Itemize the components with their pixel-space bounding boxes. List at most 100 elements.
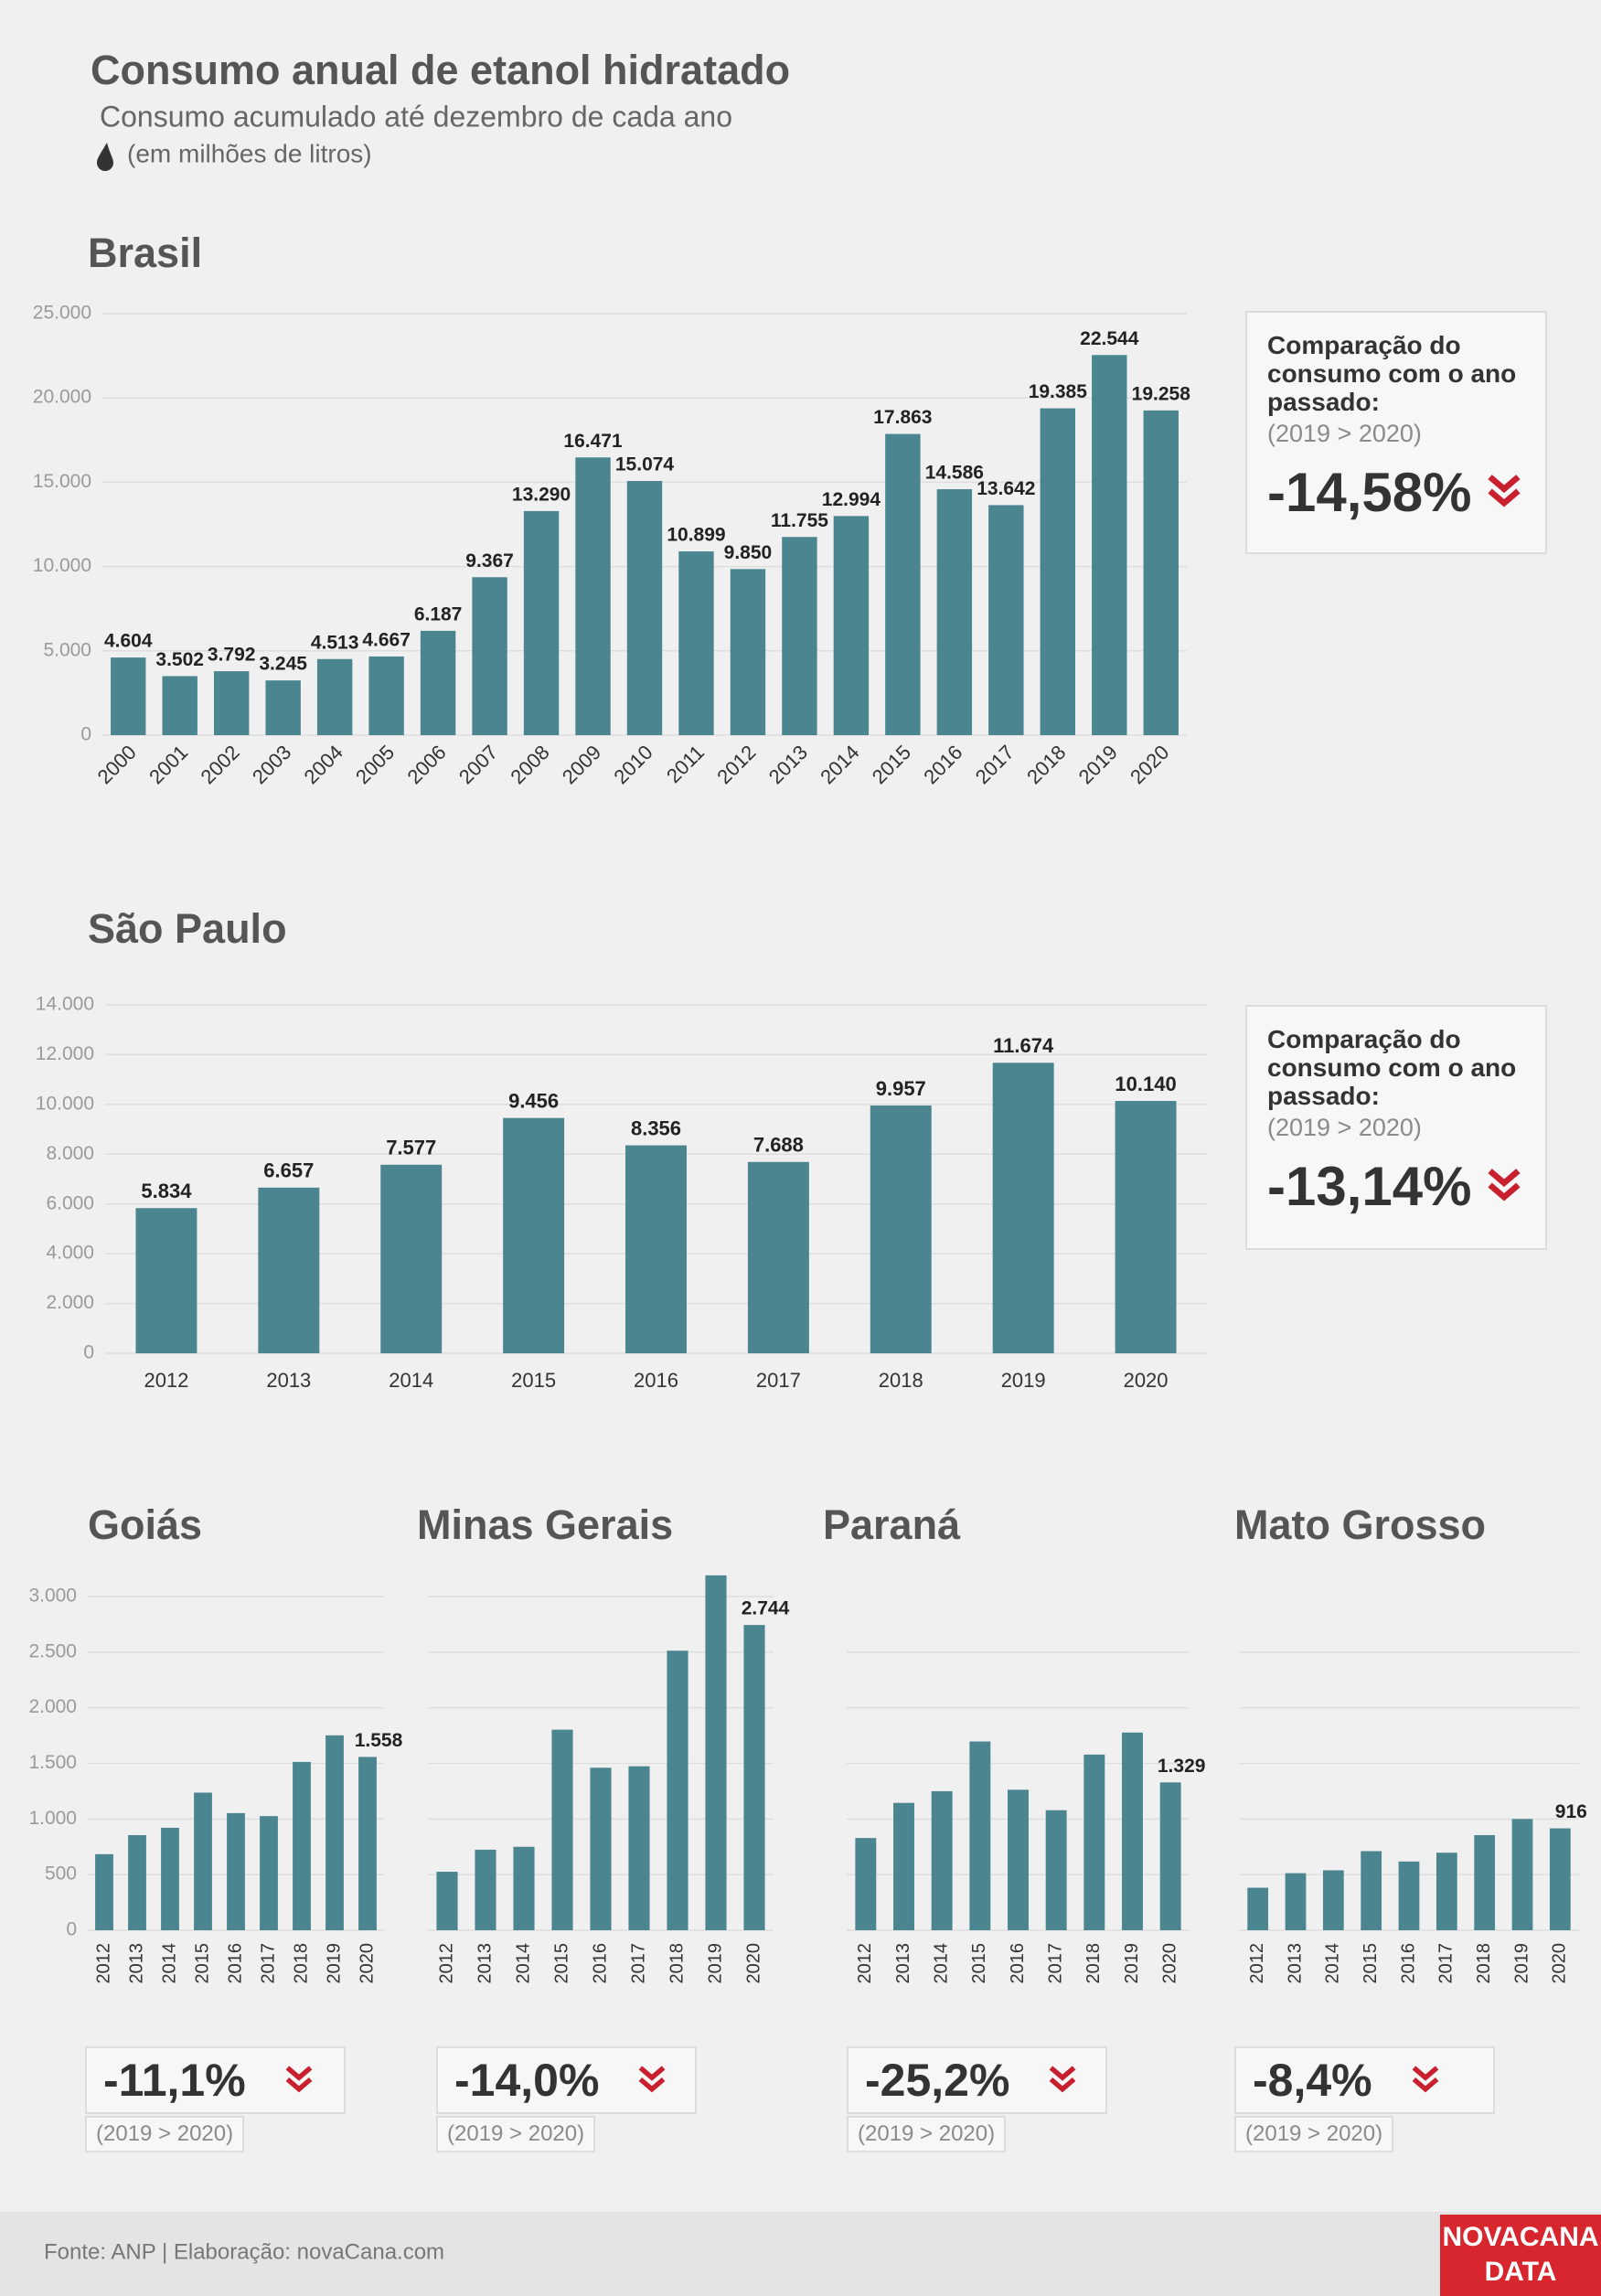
bar xyxy=(503,1117,565,1353)
bar xyxy=(992,1063,1054,1353)
y-tick-label: 15.000 xyxy=(33,471,91,492)
down-chevron xyxy=(1484,461,1524,524)
bar xyxy=(293,1761,311,1930)
x-tick-label: 2020 xyxy=(357,1943,377,1984)
bar xyxy=(678,551,714,735)
x-tick-label: 2012 xyxy=(855,1943,875,1984)
x-tick-label: 2013 xyxy=(893,1943,913,1984)
bar xyxy=(162,676,197,735)
y-tick-label: 4.000 xyxy=(46,1243,94,1264)
bar xyxy=(590,1767,612,1930)
x-tick-label: 2020 xyxy=(743,1943,763,1984)
y-tick-label: 0 xyxy=(80,724,91,745)
x-tick-label: 2019 xyxy=(1511,1943,1532,1984)
x-tick-label: 2013 xyxy=(266,1369,311,1392)
x-tick-label: 2015 xyxy=(1361,1943,1381,1984)
data-label: 10.899 xyxy=(667,525,725,546)
bar xyxy=(575,457,611,735)
bar xyxy=(969,1741,991,1930)
bar xyxy=(265,680,301,735)
x-tick-label: 2015 xyxy=(868,741,915,788)
comparison-row: -14,58% xyxy=(1267,461,1525,524)
change-box: -25,2% xyxy=(847,2046,1107,2114)
data-label: 11.674 xyxy=(993,1034,1054,1057)
x-tick-label: 2013 xyxy=(475,1943,495,1984)
change-value: -14,58% xyxy=(1267,462,1472,523)
comparison-row: -13,14% xyxy=(1267,1155,1525,1218)
chart-title: Goiás xyxy=(88,1501,202,1548)
x-tick-label: 2016 xyxy=(1008,1943,1028,1984)
bar xyxy=(885,433,921,735)
y-tick-label: 14.000 xyxy=(36,994,94,1015)
bar xyxy=(128,1834,146,1930)
page-subtitle: Consumo acumulado até dezembro de cada a… xyxy=(100,100,732,133)
x-tick-label: 2012 xyxy=(144,1369,188,1392)
y-tick-label: 3.000 xyxy=(28,1586,77,1607)
comparison-period: (2019 > 2020) xyxy=(1234,2116,1394,2152)
data-label: 9.456 xyxy=(508,1089,559,1112)
x-tick-label: 2018 xyxy=(667,1943,687,1984)
x-tick-label: 2020 xyxy=(1550,1943,1570,1984)
source: Fonte: ANP | Elaboração: novaCana.com xyxy=(44,2239,444,2264)
x-tick-label: 2016 xyxy=(634,1369,678,1392)
x-tick-label: 2018 xyxy=(291,1943,311,1984)
y-tick-label: 10.000 xyxy=(33,555,91,576)
bar xyxy=(368,656,404,735)
x-tick-label: 2014 xyxy=(1323,1943,1343,1984)
x-tick-label: 2000 xyxy=(93,741,141,788)
bar xyxy=(743,1625,765,1930)
bar xyxy=(1159,1782,1181,1930)
x-tick-label: 2018 xyxy=(1022,741,1070,788)
comparison-period: (2019 > 2020) xyxy=(436,2116,596,2152)
chart-title: Paraná xyxy=(823,1501,961,1548)
comparison-label: Comparação do consumo com o ano passado: xyxy=(1267,1025,1517,1110)
bar xyxy=(380,1164,443,1353)
bar xyxy=(893,1802,914,1930)
x-tick-label: 2017 xyxy=(1045,1943,1065,1984)
data-label: 11.755 xyxy=(771,510,828,531)
logo xyxy=(1440,2215,1601,2296)
logo-text: DATA xyxy=(1485,2257,1557,2287)
x-tick-label: 2013 xyxy=(1285,1943,1305,1984)
drop-icon xyxy=(97,143,113,171)
down-chevron xyxy=(1046,2054,1079,2107)
x-tick-label: 2013 xyxy=(764,741,812,788)
data-label: 9.367 xyxy=(465,550,514,571)
y-tick-label: 5.000 xyxy=(43,639,91,660)
bar xyxy=(1361,1851,1382,1930)
y-tick-label: 2.000 xyxy=(28,1696,77,1717)
data-label: 10.140 xyxy=(1115,1073,1176,1095)
comparison-row: -14,0% xyxy=(454,2054,668,2107)
y-tick-label: 2.000 xyxy=(46,1292,94,1313)
x-tick-label: 2014 xyxy=(513,1943,533,1984)
y-tick-label: 0 xyxy=(66,1919,77,1940)
bar xyxy=(855,1838,877,1930)
data-label: 4.513 xyxy=(311,632,359,653)
y-tick-label: 2.500 xyxy=(28,1640,77,1661)
chart-title: Minas Gerais xyxy=(417,1501,673,1548)
down-chevron xyxy=(283,2054,315,2107)
bar xyxy=(213,671,250,735)
bar xyxy=(747,1161,809,1353)
chevron-icon xyxy=(639,2066,666,2093)
x-tick-label: 2015 xyxy=(551,1943,571,1984)
bar xyxy=(1045,1810,1067,1930)
bar xyxy=(258,1187,320,1353)
comparison-row: -11,1% xyxy=(103,2054,315,2107)
change-value: -14,0% xyxy=(454,2055,600,2106)
page-title: Consumo anual de etanol hidratado xyxy=(91,47,790,93)
chevron-icon xyxy=(1488,1169,1521,1201)
x-tick-label: 2014 xyxy=(816,741,863,788)
x-tick-label: 2017 xyxy=(258,1943,278,1984)
data-label: 22.544 xyxy=(1080,328,1139,349)
x-tick-label: 2014 xyxy=(931,1943,951,1984)
bar xyxy=(513,1846,535,1930)
y-tick-label: 0 xyxy=(83,1342,94,1363)
change-value: -13,14% xyxy=(1267,1156,1472,1217)
bar xyxy=(1122,1732,1143,1930)
bar xyxy=(1143,410,1179,735)
chevron-icon xyxy=(1050,2066,1076,2093)
y-tick-label: 500 xyxy=(45,1863,77,1885)
bar xyxy=(1247,1887,1269,1930)
